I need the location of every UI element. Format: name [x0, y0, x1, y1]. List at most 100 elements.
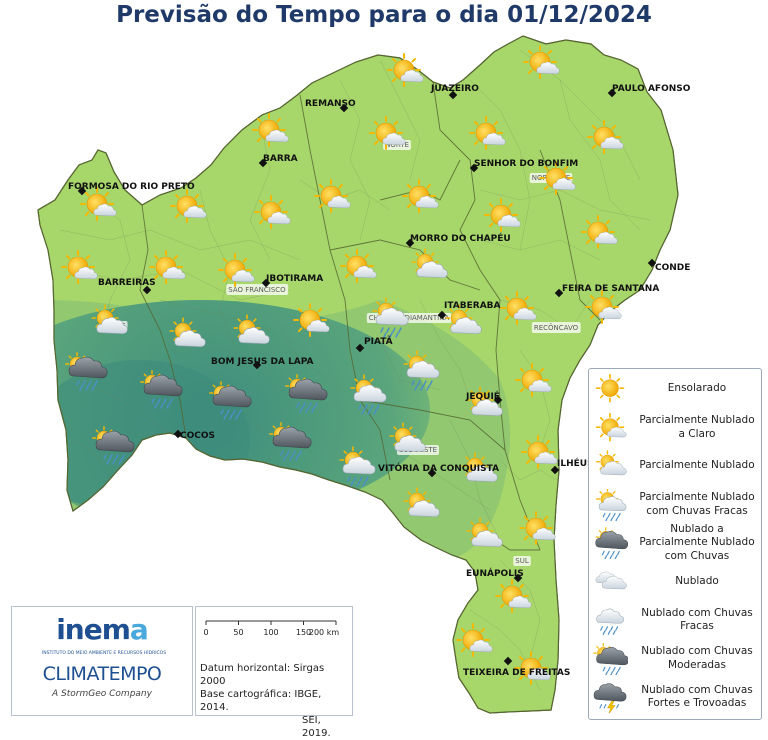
city-label: ILHÉUS [557, 457, 594, 469]
city-label: VITÓRIA DA CONQUISTA [378, 462, 499, 474]
inema-subtitle: INSTITUTO DO MEIO AMBIENTE E RECURSOS HÍ… [41, 651, 167, 656]
city: ITABERABA [437, 301, 501, 320]
legend-label: Nublado com Chuvas Moderadas [641, 645, 753, 671]
city: COCOS [173, 429, 215, 441]
legend-item: Ensolarado [589, 369, 761, 409]
city-label: TEIXEIRA DE FREITAS [463, 668, 570, 678]
scale-tick-label: 150 [296, 628, 311, 637]
stormgeo-tagline: A StormGeo Company [52, 689, 152, 699]
partly-cloudy-clear-icon [592, 412, 628, 444]
city-marker-icon [554, 288, 564, 298]
city: EUNÁPOLIS [466, 567, 524, 583]
legend-item: Parcialmente Nublado com Chuvas Fracas [589, 485, 761, 525]
legend-item: Nublado com Chuvas Fracas [589, 600, 761, 640]
partly-cloudy-light-rain-icon [592, 489, 628, 521]
city: BARRA [258, 154, 298, 168]
legend-item: Nublado [589, 562, 761, 602]
scale-tick-label: 50 [233, 628, 243, 637]
city: CONDE [647, 258, 690, 273]
legend-label: Parcialmente Nublado com Chuvas Fracas [639, 491, 755, 517]
city: TEIXEIRA DE FREITAS [463, 656, 570, 678]
partly-cloudy-icon [592, 450, 628, 482]
city-label: ITABERABA [444, 301, 501, 311]
logo-panel: inema INSTITUTO DO MEIO AMBIENTE E RECUR… [11, 606, 193, 716]
cloudy-light-rain-icon [592, 604, 628, 636]
scale-tick-label: 100 [263, 628, 278, 637]
city-label: SENHOR DO BONFIM [474, 159, 578, 169]
city-markers: REMANSO JUAZEIRO PAULO AFONSO BARRA SENHOR D… [68, 84, 691, 678]
city-marker-icon [258, 158, 268, 168]
city: VITÓRIA DA CONQUISTA [378, 462, 499, 478]
city-marker-icon [469, 163, 479, 173]
city: FEIRA DE SANTANA [554, 284, 659, 298]
city: JUAZEIRO [430, 84, 479, 100]
legend: Ensolarado Parcialmente Nublado a Claro Pa… [588, 368, 762, 720]
city: BOM JESUS DA LAPA [211, 357, 314, 370]
scale-tick-label: 200 km [309, 628, 339, 637]
city-marker-icon [513, 573, 523, 583]
svg-text:SÃO FRANCISCO: SÃO FRANCISCO [228, 285, 286, 294]
city-label: COCOS [180, 431, 215, 441]
legend-label: Nublado com Chuvas Fortes e Trovoadas [641, 683, 753, 709]
bahia-map: NORTENORDESTESÃO FRANCISCOOESTECHAPADA D… [37, 35, 691, 714]
city-label: REMANSO [305, 99, 356, 109]
legend-item: Nublado com Chuvas Fortes e Trovoadas [589, 677, 761, 717]
city: FORMOSA DO RIO PRETO [68, 182, 195, 196]
datum-text: Datum horizontal: Sirgas 2000 Base carto… [200, 662, 350, 740]
city-marker-icon [77, 186, 87, 196]
city-marker-icon [252, 360, 262, 370]
city: ILHÉUS [550, 457, 594, 475]
legend-label: Parcialmente Nublado [639, 459, 755, 472]
city-label: JEQUIÉ [465, 390, 500, 402]
legend-item: Parcialmente Nublado a Claro [589, 408, 761, 448]
inema-logo: inema [56, 613, 149, 646]
city-marker-icon [437, 310, 447, 320]
datum-line-2: Base cartográfica: IBGE, 2014. [200, 689, 322, 713]
storm-icon [592, 681, 628, 713]
cloudy-moderate-rain-icon [592, 643, 628, 675]
legend-item: Nublado com Chuvas Moderadas [589, 639, 761, 679]
region-label: RECÔNCAVO [531, 322, 581, 333]
city: JEQUIÉ [465, 390, 503, 405]
climatempo-logo: CLIMATEMPO [42, 663, 162, 685]
legend-item: Parcialmente Nublado [589, 446, 761, 486]
scale-panel: 0 50 100 150 200 km Datum horizontal: Sirgas… [195, 606, 353, 739]
city-marker-icon [405, 238, 415, 248]
svg-text:SUL: SUL [515, 557, 529, 565]
city-marker-icon [550, 465, 560, 475]
city-label: MORRO DO CHAPÉU [410, 232, 511, 244]
cloudy-icon [592, 566, 628, 598]
city-marker-icon [647, 258, 657, 268]
svg-text:RECÔNCAVO: RECÔNCAVO [534, 323, 579, 332]
city: SENHOR DO BONFIM [469, 159, 578, 173]
city: MORRO DO CHAPÉU [405, 232, 511, 248]
city: BARREIRAS [98, 278, 156, 295]
scale-tick-label: 0 [203, 628, 208, 637]
city-label: JUAZEIRO [430, 84, 479, 94]
city: PIATÃ [355, 336, 393, 353]
datum-line-1: Datum horizontal: Sirgas 2000 [200, 663, 325, 687]
legend-item: Nublado a Parcialmente Nublado com Chuva… [589, 523, 761, 563]
datum-line-3: SEI, 2019. [302, 715, 331, 739]
city-marker-icon [339, 103, 349, 113]
region-label: SUL [513, 556, 531, 566]
city-label: BARRA [263, 154, 298, 164]
city-label: PIATÃ [364, 336, 393, 347]
city-label: FEIRA DE SANTANA [562, 284, 659, 294]
page-title: Previsão do Tempo para o dia 01/12/2024 [116, 2, 652, 28]
city-marker-icon [173, 429, 183, 439]
city-marker-icon [503, 656, 513, 666]
city-label: FORMOSA DO RIO PRETO [68, 182, 195, 192]
region-label: SÃO FRANCISCO [226, 284, 289, 295]
city-label: CONDE [655, 263, 690, 273]
cloudy-partly-rain-icon [592, 527, 628, 559]
legend-label: Parcialmente Nublado a Claro [639, 414, 755, 440]
city-marker-icon [142, 285, 152, 295]
city: REMANSO [305, 99, 356, 113]
city-label: EUNÁPOLIS [466, 567, 524, 579]
city-label: PAULO AFONSO [612, 84, 691, 94]
city-marker-icon [448, 90, 458, 100]
city-marker-icon [355, 343, 365, 353]
city-marker-icon [261, 278, 271, 288]
